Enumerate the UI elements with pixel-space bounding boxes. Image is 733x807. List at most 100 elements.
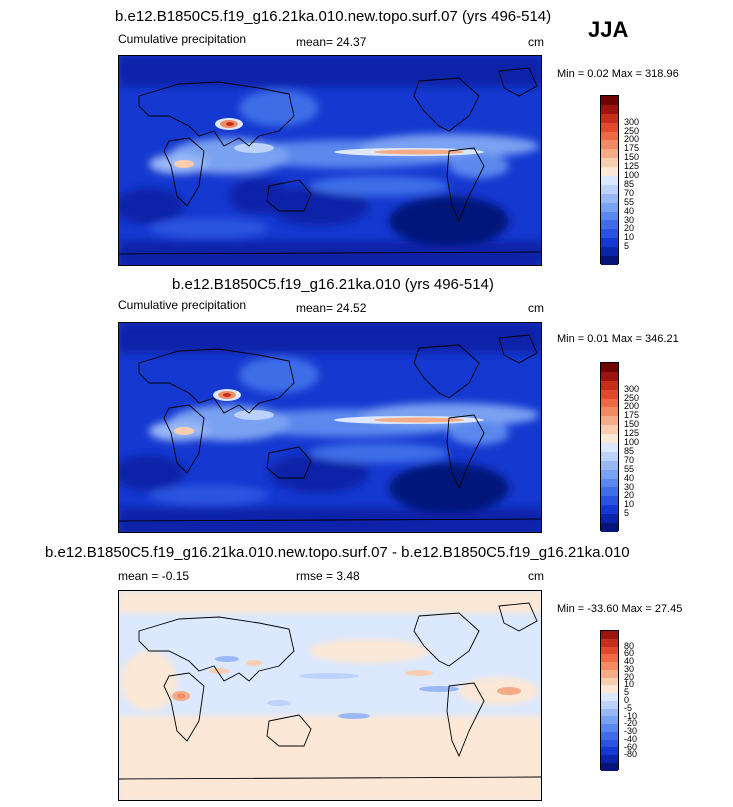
panel-3-colorbar-tick-label: 0	[624, 695, 630, 705]
panel-2-colorbar-box	[601, 487, 618, 497]
panel-2-colorbar-box	[601, 425, 618, 435]
panel-1-colorbar-box	[601, 256, 618, 265]
panel-3-mean-label: mean = -0.15	[118, 569, 190, 583]
panel-2-colorbar-box	[601, 416, 618, 426]
panel-3-colorbar-box	[601, 716, 618, 725]
panel-2-colorbar-tick-label: 175	[624, 410, 640, 421]
panel-1-minmax-label: Min = 0.02 Max = 318.96	[557, 68, 679, 80]
panel-2-colorbar-box	[601, 434, 618, 444]
panel-3-colorbar-box	[601, 739, 618, 748]
panel-3-rmse-label: rmse = 3.48	[296, 569, 360, 583]
panel-2-colorbar-box	[601, 496, 618, 506]
panel-2-colorbar-box	[601, 371, 618, 381]
panel-3-colorbar-tick-label: -30	[624, 726, 638, 737]
panel-1-colorbar-box	[601, 113, 618, 123]
panel-1-colorbar-box	[601, 176, 618, 185]
panel-1-colorbar-box	[601, 229, 618, 239]
panel-3-units-label: cm	[528, 569, 544, 583]
panel-1-colorbar-tick-label: 300	[624, 116, 640, 127]
season-label: JJA	[588, 17, 629, 42]
panel-2-colorbar-box	[601, 505, 618, 515]
panel-2-mean-label: mean= 24.52	[296, 301, 367, 315]
panel-1-colorbar-box	[601, 96, 618, 105]
panel-3-colorbar-box	[601, 662, 618, 670]
panel-2-colorbar-box	[601, 398, 618, 408]
panel-1-units-label: cm	[528, 35, 544, 49]
panel-2-colorbar-tick-label: 40	[624, 472, 635, 483]
panel-1-colorbar-box	[601, 140, 618, 150]
panel-2-colorbar-tick-label: 250	[624, 392, 640, 403]
panel-1-colorbar	[600, 95, 619, 265]
panel-3-colorbar-tick-label: -60	[624, 741, 638, 752]
panel-2-colorbar-tick-label: 200	[624, 401, 640, 412]
panel-1-colorbar-tick-label: 20	[624, 223, 635, 234]
panel-1-colorbar-tick-label: 40	[624, 205, 635, 216]
panel-2-colorbar-tick-label: 55	[624, 463, 635, 474]
panel-2-colorbar	[600, 362, 619, 532]
panel-3-colorbar-tick-label: 5	[624, 687, 630, 698]
panel-2-colorbar-tick-label: 5	[624, 508, 630, 519]
panel-3-colorbar-tick-label: 10	[624, 679, 635, 690]
panel-3-colorbar-box	[601, 638, 618, 647]
panel-1-colorbar-tick-label: 250	[624, 125, 640, 136]
panel-2-colorbar-tick-label: 20	[624, 490, 635, 501]
panel-1-colorbar-tick-label: 30	[624, 214, 635, 225]
panel-3-colorbar-box	[601, 654, 618, 663]
panel-1-variable-label: Cumulative precipitation	[118, 32, 247, 46]
panel-3-colorbar-tick-label: -80	[624, 749, 638, 760]
panel-1-title: b.e12.B1850C5.f19_g16.21ka.010.new.topo.…	[115, 8, 552, 25]
panel-2-colorbar-box	[601, 363, 618, 372]
panel-3-colorbar-box	[601, 631, 618, 639]
panel-3-colorbar-box	[601, 669, 618, 678]
panel-3-colorbar-box	[601, 708, 618, 717]
panel-3-colorbar-tick-label: -10	[624, 710, 638, 721]
panel-1-colorbar-tick-label: 200	[624, 134, 640, 145]
panel-3-colorbar-tick-label: -5	[624, 702, 633, 713]
panel-3-colorbar-box	[601, 763, 618, 771]
panel-1-colorbar-box	[601, 122, 618, 132]
panel-2-colorbar-tick-label: 70	[624, 454, 635, 465]
panel-3-colorbar-box	[601, 685, 618, 694]
panel-3-colorbar-tick-label: 40	[624, 656, 635, 667]
panel-3-colorbar-box	[601, 700, 618, 709]
panel-3-colorbar-box	[601, 731, 618, 740]
panel-2-colorbar-tick-label: 100	[624, 437, 640, 448]
panel-1-colorbar-tick-label: 150	[624, 152, 640, 163]
panel-1-colorbar-box	[601, 104, 618, 114]
panel-1-colorbar-tick-label: 5	[624, 241, 630, 252]
panel-1-colorbar-box	[601, 167, 618, 177]
panel-1-colorbar-box	[601, 158, 618, 168]
panel-2-colorbar-box	[601, 523, 618, 532]
panel-3-difference-field	[119, 591, 541, 800]
panel-1-colorbar-box	[601, 247, 618, 257]
panel-2-colorbar-tick-label: 85	[624, 445, 635, 456]
panel-1-colorbar-tick-label: 85	[624, 178, 635, 189]
panel-3-colorbar-box	[601, 724, 618, 732]
panel-1-colorbar-box	[601, 184, 618, 194]
panel-3-title: b.e12.B1850C5.f19_g16.21ka.010.new.topo.…	[45, 544, 630, 561]
panel-1-colorbar-box	[601, 211, 618, 221]
panel-1-colorbar-box	[601, 193, 618, 203]
panel-3-colorbar-box	[601, 677, 618, 686]
panel-1-colorbar-tick-label: 10	[624, 232, 635, 243]
panel-2-title: b.e12.B1850C5.f19_g16.21ka.010 (yrs 496-…	[172, 276, 494, 293]
panel-1-colorbar-tick-label: 125	[624, 161, 640, 172]
panel-3-colorbar-box	[601, 693, 618, 701]
panel-1-colorbar-box	[601, 202, 618, 212]
panel-2-map	[118, 322, 542, 533]
panel-3-colorbar-box	[601, 755, 618, 764]
panel-1-colorbar-tick-label: 55	[624, 196, 635, 207]
panel-1-map	[118, 55, 542, 266]
panel-2-colorbar-box	[601, 469, 618, 479]
panel-3-minmax-label: Min = -33.60 Max = 27.45	[557, 603, 683, 615]
panel-2-colorbar-box	[601, 451, 618, 461]
panel-2-colorbar-box	[601, 460, 618, 470]
panel-3-colorbar-tick-label: -40	[624, 733, 638, 744]
panel-2-colorbar-box	[601, 407, 618, 417]
panel-1-colorbar-box	[601, 220, 618, 230]
panel-2-colorbar-tick-label: 30	[624, 481, 635, 492]
panel-3-colorbar	[600, 630, 619, 771]
panel-1-mean-label: mean= 24.37	[296, 35, 367, 49]
panel-1-colorbar-box	[601, 149, 618, 159]
panel-2-colorbar-tick-label: 125	[624, 428, 640, 439]
